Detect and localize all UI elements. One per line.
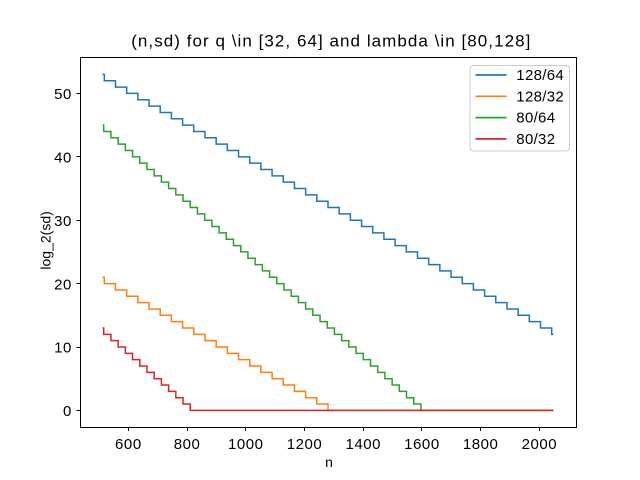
svg-text:80/64: 80/64 (516, 110, 555, 127)
svg-text:30: 30 (54, 213, 72, 230)
svg-text:50: 50 (54, 86, 72, 103)
svg-text:1200: 1200 (287, 436, 323, 453)
svg-text:2000: 2000 (522, 436, 558, 453)
svg-text:80/32: 80/32 (516, 131, 555, 148)
svg-text:128/32: 128/32 (516, 88, 564, 105)
svg-text:1600: 1600 (404, 436, 440, 453)
svg-text:40: 40 (54, 150, 72, 167)
svg-text:(n,sd) for q \in [32, 64] and: (n,sd) for q \in [32, 64] and lambda \in… (131, 32, 531, 51)
svg-text:600: 600 (115, 436, 142, 453)
svg-text:0: 0 (63, 403, 72, 420)
svg-text:n: n (325, 454, 333, 470)
svg-text:10: 10 (54, 340, 72, 357)
svg-text:1400: 1400 (345, 436, 381, 453)
svg-text:log_2(sd): log_2(sd) (38, 211, 54, 269)
svg-text:1000: 1000 (228, 436, 264, 453)
svg-text:20: 20 (54, 276, 72, 293)
svg-text:1800: 1800 (463, 436, 499, 453)
svg-text:128/64: 128/64 (516, 67, 564, 84)
svg-text:800: 800 (174, 436, 201, 453)
